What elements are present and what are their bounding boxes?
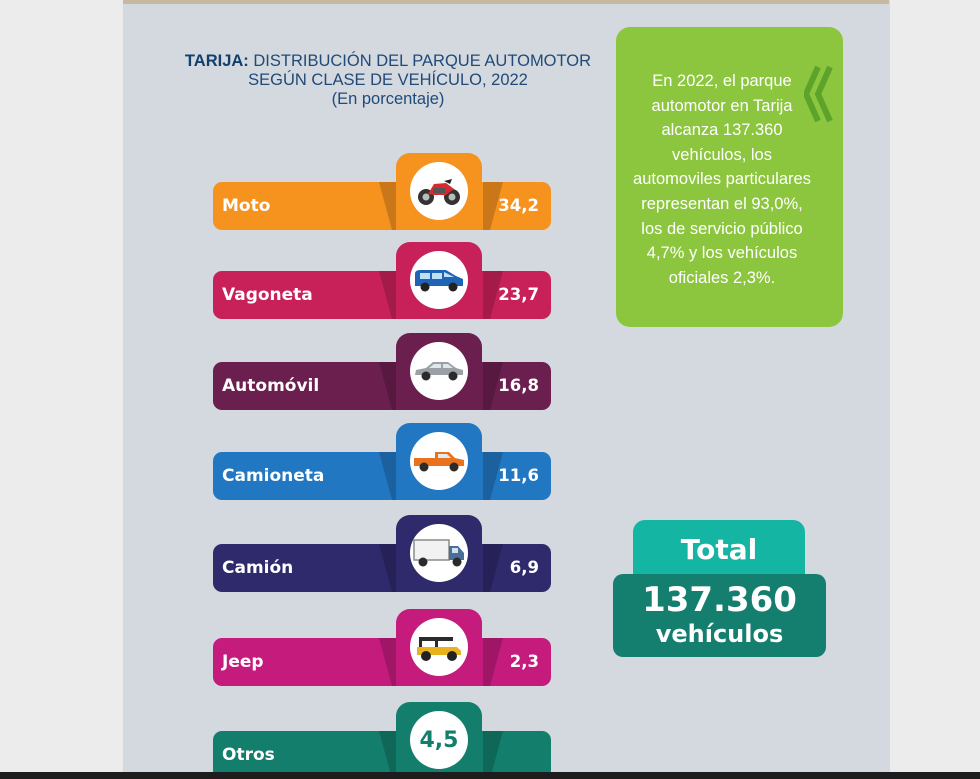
jeep-icon xyxy=(413,631,465,663)
van-icon xyxy=(412,265,466,295)
icon-circle: 4,5 xyxy=(410,711,468,769)
chart-title-line1: DISTRIBUCIÓN DEL PARQUE AUTOMOTOR xyxy=(248,52,592,70)
bar-jeep: Jeep 2,3 xyxy=(213,609,553,686)
chart-title-region: TARIJA: xyxy=(184,52,249,70)
summary-callout-line: representan el 93,0%, xyxy=(641,194,803,213)
bar-moto: Moto 34,2 xyxy=(213,153,553,230)
icon-circle xyxy=(410,524,468,582)
bar-label-vagoneta: Vagoneta xyxy=(222,285,313,305)
bar-label-moto: Moto xyxy=(222,196,271,216)
chart-title-line2: SEGÚN CLASE DE VEHÍCULO, 2022 xyxy=(248,71,528,89)
viewer-left-margin xyxy=(0,0,122,772)
bar-label-automovil: Automóvil xyxy=(222,376,320,396)
bar-moto-body: Moto 34,2 xyxy=(213,182,551,230)
icon-circle xyxy=(410,342,468,400)
summary-callout-line: En 2022, el parque xyxy=(652,72,792,90)
bar-value-automovil: 16,8 xyxy=(498,376,539,395)
bar-camioneta: Camioneta 11,6 xyxy=(213,423,553,500)
icon-circle xyxy=(410,251,468,309)
total-box: 137.360 vehículos xyxy=(613,574,826,657)
page-top-strip xyxy=(123,0,889,4)
bar-value-camion: 6,9 xyxy=(509,558,539,577)
bar-otros-body: Otros xyxy=(213,731,551,772)
summary-callout-line: automoviles particulares xyxy=(633,170,811,189)
bar-vagoneta: Vagoneta 23,7 xyxy=(213,242,553,319)
infographic-page: TARIJA: DISTRIBUCIÓN DEL PARQUE AUTOMOTO… xyxy=(123,0,889,772)
icon-circle xyxy=(410,162,468,220)
bar-value-jeep: 2,3 xyxy=(509,652,539,671)
bar-camion-body: Camión 6,9 xyxy=(213,544,551,592)
car-icon xyxy=(412,358,466,384)
summary-callout-text: En 2022, el parque automotor en Tarija alc… xyxy=(624,69,820,290)
viewer-right-margin xyxy=(889,0,980,772)
bar-label-otros: Otros xyxy=(222,745,275,765)
bar-camioneta-body: Camioneta 11,6 xyxy=(213,452,551,500)
total-value: 137.360 xyxy=(642,580,797,620)
chart-title: TARIJA: DISTRIBUCIÓN DEL PARQUE AUTOMOTO… xyxy=(153,52,623,109)
bar-label-camion: Camión xyxy=(222,558,294,578)
bar-value-vagoneta: 23,7 xyxy=(498,285,539,304)
chevron-left-icon xyxy=(804,65,833,123)
summary-callout-line: alcanza 137.360 xyxy=(661,121,783,140)
bar-label-jeep: Jeep xyxy=(222,652,264,672)
bar-icon-tab-camioneta xyxy=(396,423,482,500)
bar-icon-tab-jeep xyxy=(396,609,482,686)
bar-icon-tab-moto xyxy=(396,153,482,230)
summary-callout-line: oficiales 2,3%. xyxy=(668,268,776,287)
icon-circle xyxy=(410,618,468,676)
summary-callout-line: automotor en Tarija xyxy=(651,96,793,115)
bar-icon-tab-otros: 4,5 xyxy=(396,702,482,772)
summary-callout-line: 4,7% y los vehículos xyxy=(646,244,798,263)
icon-circle xyxy=(410,432,468,490)
bar-camion: Camión 6,9 xyxy=(213,515,553,592)
bar-value-camioneta: 11,6 xyxy=(498,466,539,485)
bar-automovil: Automóvil 16,8 xyxy=(213,333,553,410)
bar-shade-right xyxy=(483,544,503,592)
summary-callout-line: vehículos, los xyxy=(672,145,772,164)
chart-subtitle: (En porcentaje) xyxy=(331,90,445,108)
motorcycle-icon xyxy=(416,175,462,207)
bar-shade-right xyxy=(483,731,503,772)
bar-jeep-body: Jeep 2,3 xyxy=(213,638,551,686)
taskbar xyxy=(0,772,980,779)
bar-icon-tab-automovil xyxy=(396,333,482,410)
bar-automovil-body: Automóvil 16,8 xyxy=(213,362,551,410)
summary-callout: En 2022, el parque automotor en Tarija alc… xyxy=(616,27,843,327)
bar-label-camioneta: Camioneta xyxy=(222,466,325,486)
bar-value-moto: 34,2 xyxy=(498,196,539,215)
bar-vagoneta-body: Vagoneta 23,7 xyxy=(213,271,551,319)
pickup-truck-icon xyxy=(411,447,467,475)
total-unit: vehículos xyxy=(655,620,784,648)
bar-icon-tab-vagoneta xyxy=(396,242,482,319)
total-heading: Total xyxy=(633,520,805,580)
bar-shade-right xyxy=(483,638,503,686)
bar-icon-tab-camion xyxy=(396,515,482,592)
bar-value-otros: 4,5 xyxy=(419,727,459,753)
truck-icon xyxy=(411,537,467,569)
summary-callout-line: los de servicio público xyxy=(641,219,803,238)
bar-otros: Otros 4,5 xyxy=(213,702,553,772)
